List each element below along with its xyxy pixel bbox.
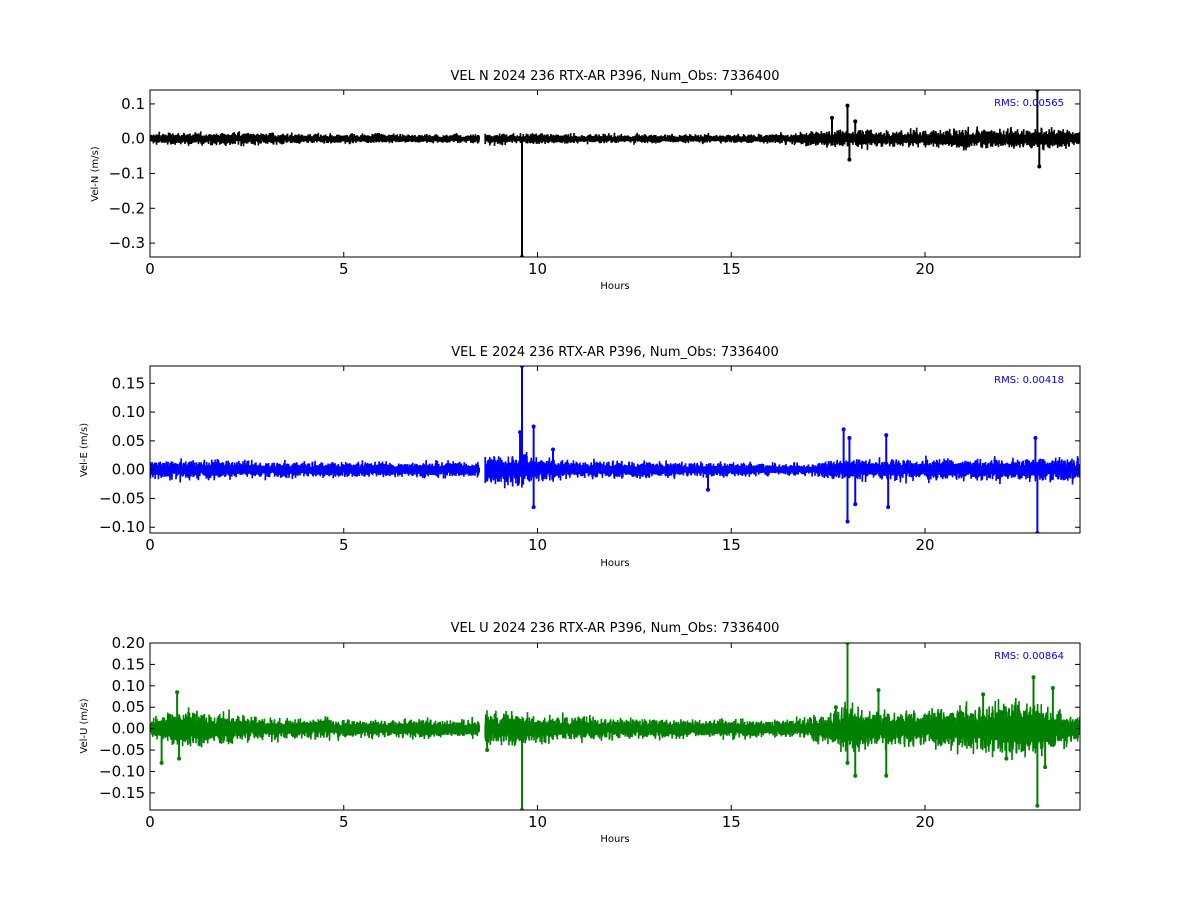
vel-n-panel: 0 5 10 15 20 0.1 0.0 −0.1 −0.2 −0.3 VEL N 2024 236… [90, 69, 1081, 292]
vel-u-x-tick-label: 15 [722, 813, 741, 831]
vel-u-y-tick-label: −0.05 [99, 741, 145, 759]
vel-n-trace-segment [484, 126, 1080, 151]
vel-e-spike-point [845, 519, 850, 524]
vel-e-y-tick-label: 0.00 [112, 461, 145, 479]
vel-e-spike-point [884, 433, 889, 438]
vel-n-trace-segment [150, 131, 480, 147]
vel-u-y-tick-label: 0.10 [112, 677, 145, 695]
vel-u-spike-point [1050, 685, 1055, 690]
vel-e-panel: 0 5 10 15 20 0.15 0.10 0.05 0.00 −0.05 −0.10 VEL E … [79, 345, 1081, 569]
vel-n-y-tick-label: −0.2 [109, 199, 145, 217]
vel-u-y-tick-label: 0.15 [112, 655, 145, 673]
vel-u-spike-point [175, 690, 180, 695]
vel-u-spike-point [833, 705, 838, 710]
vel-n-y-axis-label: Vel-N (m/s) [90, 146, 101, 201]
vel-n-rms-label: RMS: 0.00565 [994, 98, 1064, 109]
vel-n-spike-point [847, 157, 852, 162]
vel-e-y-tick-label: 0.15 [112, 374, 145, 392]
vel-n-series [150, 90, 1080, 257]
vel-n-spike-point [853, 119, 858, 124]
vel-e-title: VEL E 2024 236 RTX-AR P396, Num_Obs: 733… [451, 345, 778, 360]
vel-n-title: VEL N 2024 236 RTX-AR P396, Num_Obs: 733… [451, 69, 780, 84]
vel-n-x-tick-label: 10 [528, 260, 547, 278]
vel-n-spike-point [830, 115, 834, 120]
vel-n-x-tick-label: 5 [339, 260, 349, 278]
vel-e-rms-label: RMS: 0.00418 [994, 375, 1064, 386]
vel-u-spike-point [159, 760, 164, 765]
vel-e-spike-point [531, 424, 536, 429]
vel-n-x-axis-label: Hours [600, 281, 629, 292]
vel-e-y-tick-label: −0.05 [99, 489, 145, 507]
vel-u-spike-point [1004, 756, 1009, 761]
vel-n-y-tick-label: 0.0 [121, 130, 145, 148]
vel-u-y-axis-label: Vel-U (m/s) [79, 698, 90, 753]
vel-e-y-tick-label: 0.10 [112, 403, 145, 421]
vel-e-spike-point [853, 502, 858, 507]
vel-u-trace-segment [484, 697, 1080, 761]
vel-u-rms-label: RMS: 0.00864 [994, 651, 1064, 662]
vel-n-spike-point [845, 103, 850, 108]
vel-u-spike-point [177, 756, 182, 761]
vel-u-title: VEL U 2024 236 RTX-AR P396, Num_Obs: 733… [451, 621, 780, 636]
vel-e-spike-point [841, 427, 846, 432]
vel-u-trace-segment [150, 707, 480, 748]
vel-e-x-tick-label: 20 [915, 536, 934, 554]
vel-u-spike-point [485, 748, 490, 753]
vel-u-y-tick-label: −0.10 [99, 762, 145, 780]
vel-e-series [150, 366, 1080, 533]
vel-u-spike-point [845, 760, 850, 765]
vel-n-x-tick-label: 20 [915, 260, 934, 278]
vel-n-x-tick-label: 0 [145, 260, 155, 278]
vel-u-spike-point [876, 688, 881, 693]
vel-u-spike-point [1035, 803, 1040, 808]
vel-e-spike-point [551, 447, 555, 452]
vel-u-y-tick-label: 0.05 [112, 698, 145, 716]
vel-u-spike-point [1043, 765, 1048, 770]
vel-u-spike-point [853, 773, 858, 778]
vel-u-spike-point [1031, 675, 1036, 680]
vel-u-series [150, 643, 1080, 810]
vel-u-axes-frame [149, 642, 1081, 811]
vel-e-trace-segment [150, 458, 480, 483]
vel-e-spike-point [706, 487, 710, 492]
vel-u-y-tick-label: −0.15 [99, 784, 145, 802]
vel-n-x-tick-label: 15 [722, 260, 741, 278]
vel-n-y-tick-label: −0.3 [109, 234, 145, 252]
vel-e-spike-point [531, 505, 536, 510]
vel-e-trace-segment [484, 451, 1080, 489]
vel-e-x-axis-label: Hours [600, 558, 629, 569]
vel-n-y-tick-label: −0.1 [109, 165, 145, 183]
vel-u-x-axis-label: Hours [600, 834, 629, 845]
vel-e-spike-point [1033, 435, 1038, 440]
vel-e-spike-point [847, 435, 852, 440]
vel-e-y-tick-label: 0.05 [112, 432, 145, 450]
vel-n-y-tick-label: 0.1 [121, 95, 145, 113]
vel-e-x-tick-label: 10 [528, 536, 547, 554]
vel-u-spike-point [981, 692, 986, 697]
vel-e-y-axis-label: Vel-E (m/s) [79, 423, 90, 477]
vel-u-x-tick-label: 0 [145, 813, 155, 831]
vel-n-spike-point [1037, 164, 1042, 169]
vel-e-spike-point [886, 505, 891, 510]
vel-u-x-tick-label: 20 [915, 813, 934, 831]
vel-e-y-tick-label: −0.10 [99, 518, 145, 536]
vel-u-x-tick-label: 10 [528, 813, 547, 831]
vel-e-x-tick-label: 15 [722, 536, 741, 554]
vel-e-x-tick-label: 5 [339, 536, 349, 554]
vel-e-x-tick-label: 0 [145, 536, 155, 554]
vel-u-x-tick-label: 5 [339, 813, 349, 831]
vel-u-panel: 0 5 10 15 20 0.20 0.15 0.10 0.05 0.00 −0.05 −0.10 −0… [79, 621, 1081, 845]
vel-u-y-tick-label: 0.20 [112, 634, 145, 652]
vel-u-y-tick-label: 0.00 [112, 720, 145, 738]
vel-u-spike-point [884, 773, 889, 778]
vel-e-axes-frame [149, 365, 1081, 534]
